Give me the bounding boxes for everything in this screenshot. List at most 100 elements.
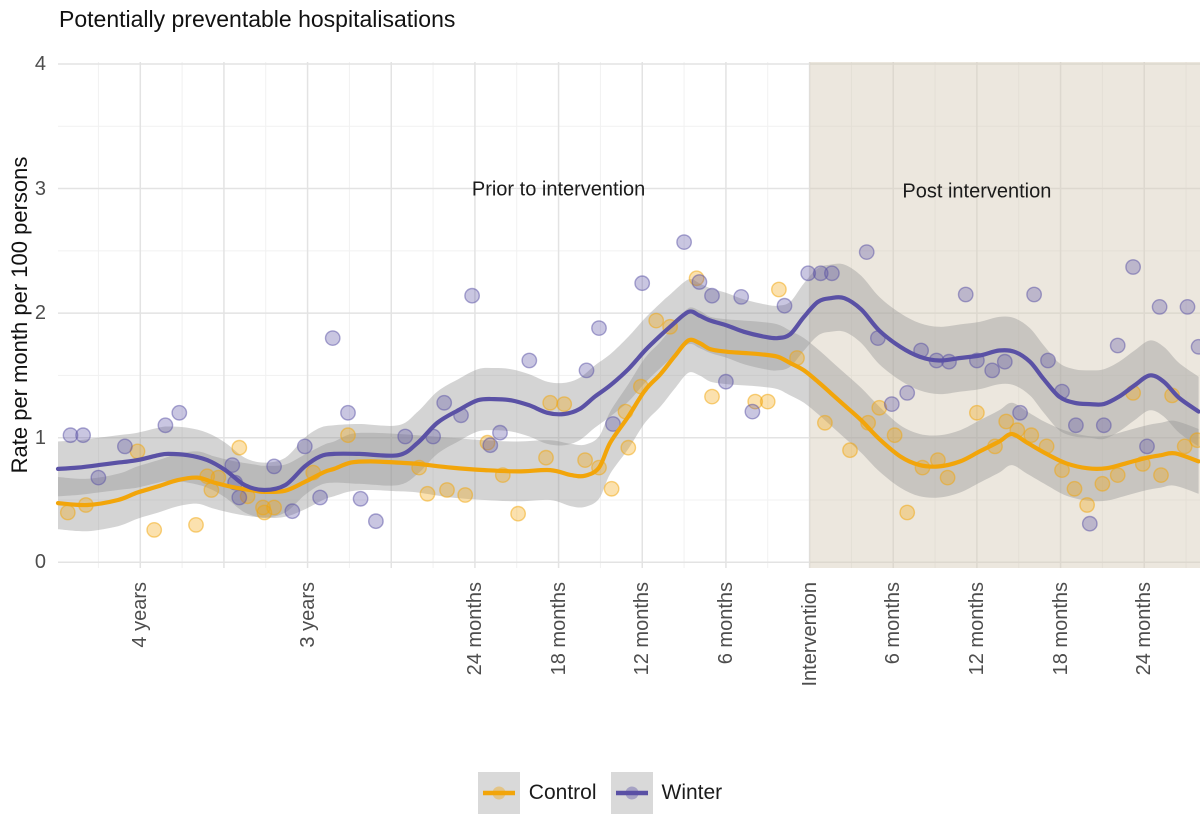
x-tick-label: 3 years <box>296 582 319 648</box>
control-data-point <box>1176 438 1193 455</box>
winter-data-point <box>62 427 79 444</box>
control-data-point <box>188 517 204 533</box>
control-data-point <box>1023 427 1040 444</box>
winter-data-point <box>1095 417 1112 434</box>
control-data-point <box>871 399 888 416</box>
post-intervention-region <box>809 62 1200 568</box>
x-tick-label: Intervention <box>798 582 821 687</box>
winter-data-point <box>464 287 480 304</box>
winter-data-point <box>691 274 708 290</box>
control-data-point <box>771 281 787 298</box>
control-data-point <box>457 487 474 503</box>
x-tick-label: 18 months <box>547 582 570 676</box>
winter-data-point <box>605 416 621 432</box>
y-tick-label: 0 <box>34 551 46 574</box>
legend-key-winter <box>610 772 653 814</box>
legend-label-control: Control <box>528 781 597 804</box>
control-data-point <box>146 522 163 538</box>
winter-data-point <box>591 320 607 336</box>
x-tick-label: 6 months <box>882 582 905 665</box>
control-data-point <box>542 394 559 411</box>
control-data-point <box>704 388 720 405</box>
x-tick-label: 12 months <box>965 582 988 676</box>
control-data-point <box>969 404 985 421</box>
control-data-point <box>439 482 455 498</box>
winter-data-point <box>984 362 1001 379</box>
control-data-point <box>759 393 776 410</box>
control-data-point <box>266 499 282 516</box>
winter-data-point <box>312 489 328 506</box>
winter-data-point <box>800 265 817 282</box>
winter-data-point <box>284 503 301 520</box>
control-data-point <box>419 485 436 502</box>
winter-data-point <box>171 404 188 421</box>
winter-data-point <box>744 403 761 420</box>
winter-data-point <box>824 265 840 282</box>
x-tick-label: 6 months <box>714 582 737 665</box>
winter-data-point <box>812 265 829 282</box>
control-data-point <box>620 439 637 456</box>
x-tick-label: 24 months <box>463 582 486 676</box>
legend-key-control <box>477 772 520 814</box>
winter-data-point <box>1125 259 1142 275</box>
y-tick-label: 1 <box>34 426 46 449</box>
legend-item-control: Control <box>477 772 597 814</box>
control-data-point <box>939 469 956 486</box>
control-data-point <box>817 414 833 431</box>
annotation-label: Prior to intervention <box>471 178 646 201</box>
control-data-point <box>256 504 273 521</box>
winter-data-point <box>1179 298 1196 315</box>
winter-data-point <box>883 396 900 412</box>
winter-data-point <box>224 457 241 473</box>
winter-data-point <box>117 438 133 455</box>
winter-data-point <box>1151 298 1168 315</box>
winter-data-point <box>266 458 282 475</box>
control-data-point <box>1109 467 1126 483</box>
control-data-point <box>648 312 665 329</box>
winter-data-point <box>75 427 92 444</box>
y-tick-label: 4 <box>34 52 46 75</box>
winter-data-point <box>1139 438 1155 455</box>
control-data-point <box>1189 432 1200 449</box>
x-tick-label: 24 months <box>1133 582 1156 676</box>
control-data-point <box>842 442 858 459</box>
winter-data-point <box>521 352 538 369</box>
control-data-point <box>1094 475 1111 492</box>
control-data-point <box>231 439 248 456</box>
winter-data-point <box>492 424 508 441</box>
winter-data-point <box>352 490 369 507</box>
winter-data-point <box>776 297 793 314</box>
y-tick-label: 3 <box>34 177 46 200</box>
winter-data-point <box>90 469 107 486</box>
winter-data-point <box>578 362 595 379</box>
winter-data-point <box>676 234 692 251</box>
control-data-point <box>577 452 593 468</box>
winter-data-point <box>324 330 341 346</box>
winter-data-point <box>957 286 974 303</box>
winter-data-point <box>634 275 651 292</box>
winter-data-point <box>367 513 384 530</box>
winter-data-point <box>858 244 875 261</box>
chart-title: Potentially preventable hospitalisations <box>59 6 456 32</box>
winter-data-point <box>718 373 734 390</box>
control-data-point <box>340 427 356 444</box>
winter-data-point <box>296 438 313 455</box>
x-tick-label: 18 months <box>1049 582 1072 676</box>
legend-label-winter: Winter <box>661 781 723 804</box>
winter-smooth-line <box>55 295 1200 493</box>
control-data-point <box>899 504 916 521</box>
control-data-point <box>479 434 496 451</box>
winter-data-point <box>899 384 916 401</box>
control-line-icon <box>482 786 515 800</box>
control-data-point <box>603 480 620 497</box>
control-data-point <box>510 505 526 522</box>
winter-data-point <box>1190 338 1200 355</box>
winter-data-point <box>231 489 248 506</box>
y-tick-label: 2 <box>34 302 46 325</box>
winter-line-icon <box>615 786 648 800</box>
winter-data-point <box>1040 352 1056 369</box>
control-data-point <box>1153 467 1169 483</box>
winter-data-point <box>1081 515 1098 532</box>
control-data-point <box>1066 480 1083 497</box>
